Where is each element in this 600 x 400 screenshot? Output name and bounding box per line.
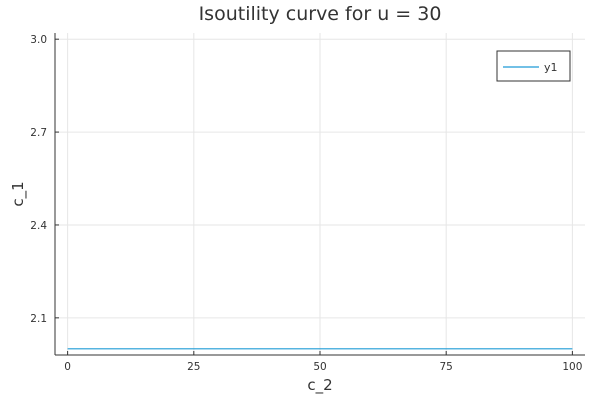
y-ticks: 2.1 2.4 2.7 3.0 bbox=[30, 34, 59, 325]
x-tick-label: 50 bbox=[313, 361, 326, 373]
x-tick-label: 0 bbox=[64, 361, 71, 373]
y-axis-label: c_1 bbox=[9, 181, 28, 206]
y-tick-label: 2.7 bbox=[30, 127, 47, 139]
y-tick-label: 3.0 bbox=[30, 34, 47, 46]
legend-box bbox=[496, 50, 571, 82]
y-tick-label: 2.4 bbox=[30, 220, 47, 232]
legend: y1 bbox=[496, 50, 571, 82]
grid bbox=[55, 33, 585, 355]
y-tick-label: 2.1 bbox=[30, 313, 47, 325]
x-ticks: 0 25 50 75 100 bbox=[64, 351, 582, 373]
x-tick-label: 75 bbox=[440, 361, 453, 373]
legend-label-y1: y1 bbox=[544, 61, 558, 74]
x-tick-label: 100 bbox=[562, 361, 582, 373]
chart-title: Isoutility curve for u = 30 bbox=[199, 3, 442, 25]
x-axis-label: c_2 bbox=[307, 376, 332, 395]
x-tick-label: 25 bbox=[187, 361, 200, 373]
